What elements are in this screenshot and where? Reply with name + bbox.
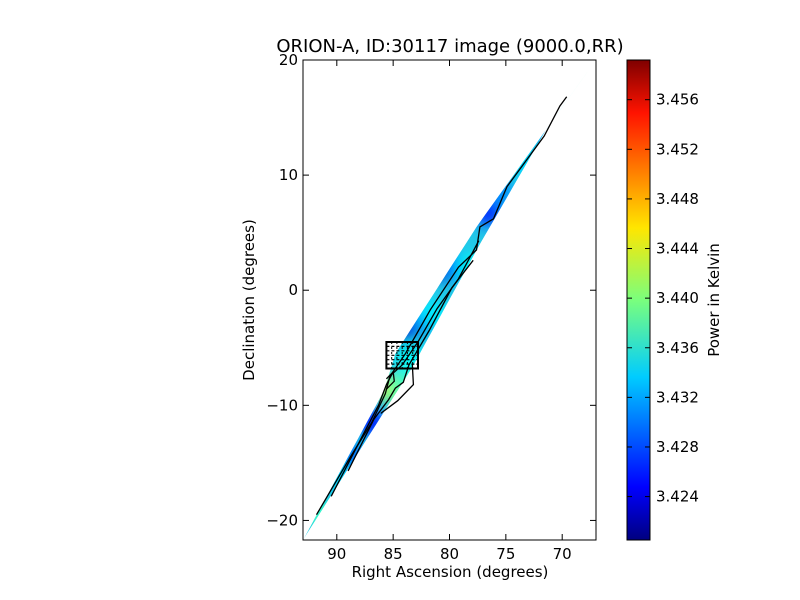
contour-lines	[315, 96, 568, 516]
contour-line-0	[315, 96, 568, 516]
cb-tick-label-5: 3.444	[656, 240, 699, 258]
colorbar-ticks: 3.424 3.428 3.432 3.436 3.440 3.444 3.448 3.452…	[627, 91, 699, 506]
contour-line-4	[380, 363, 415, 414]
y-tick-label-2: 0	[288, 281, 298, 299]
y-axis-ticks: 20 10 0 −10 −20	[266, 51, 596, 529]
colorbar	[626, 59, 651, 541]
y-axis-label: Declination (degrees)	[240, 219, 258, 381]
colorbar-label: Power in Kelvin	[705, 243, 723, 357]
cb-tick-label-3: 3.436	[656, 339, 699, 357]
x-tick-label-3: 75	[496, 545, 515, 563]
x-tick-label-4: 70	[553, 545, 572, 563]
cb-tick-label-7: 3.452	[656, 140, 699, 158]
cb-tick-label-4: 3.440	[656, 289, 699, 307]
contour-line-2	[347, 259, 474, 472]
contour-line-3	[385, 370, 395, 390]
cb-tick-label-6: 3.448	[656, 190, 699, 208]
x-tick-label-2: 80	[440, 545, 459, 563]
x-axis-label: Right Ascension (degrees)	[352, 563, 549, 581]
contour-line-1	[330, 240, 480, 497]
y-tick-label-1: 10	[279, 166, 298, 184]
cb-tick-label-0: 3.424	[656, 488, 699, 506]
y-tick-label-3: −10	[266, 396, 298, 414]
x-tick-label-1: 85	[384, 545, 403, 563]
y-tick-label-4: −20	[266, 511, 298, 529]
chart-title: ORION-A, ID:30117 image (9000.0,RR)	[276, 36, 623, 57]
y-tick-label-0: 20	[279, 51, 298, 69]
annotation-box	[385, 341, 419, 370]
x-axis-ticks: 90 85 80 75 70	[327, 60, 572, 563]
cb-tick-label-2: 3.432	[656, 388, 699, 406]
cb-tick-label-8: 3.456	[656, 91, 699, 109]
cb-tick-label-1: 3.428	[656, 438, 699, 456]
x-tick-label-0: 90	[327, 545, 346, 563]
